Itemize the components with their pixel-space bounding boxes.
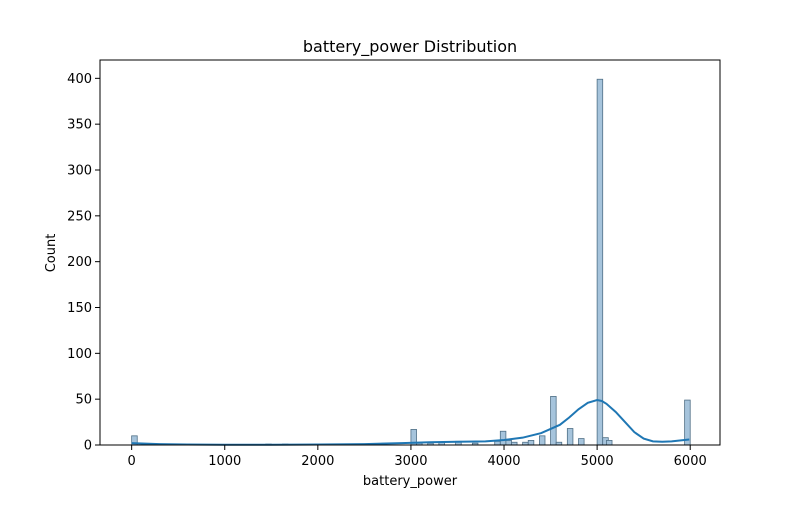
histogram-bar <box>684 399 691 446</box>
histogram-bars <box>131 78 691 446</box>
x-tick-label: 5000 <box>581 454 614 469</box>
x-tick-label: 2000 <box>301 454 334 469</box>
y-tick-label: 50 <box>75 393 92 408</box>
y-axis-label: Count <box>44 234 59 273</box>
chart-title: battery_power Distribution <box>303 37 517 57</box>
histogram-bar <box>550 396 557 446</box>
histogram-bar <box>606 440 613 446</box>
histogram-bar <box>499 430 507 446</box>
histogram-bar <box>494 440 501 446</box>
histogram-bar <box>539 435 546 446</box>
y-tick-label: 350 <box>67 118 92 133</box>
histogram-bar <box>596 78 604 446</box>
y-tick-label: 400 <box>67 72 92 87</box>
histogram-bar <box>566 428 574 446</box>
x-tick-label: 3000 <box>394 454 427 469</box>
y-tick-label: 300 <box>67 164 92 179</box>
histogram-bar <box>527 440 535 446</box>
y-tick-label: 0 <box>84 439 92 454</box>
x-tick-label: 6000 <box>674 454 707 469</box>
x-tick-label: 4000 <box>487 454 520 469</box>
y-tick-label: 200 <box>67 255 92 270</box>
histogram-bar <box>505 440 512 446</box>
x-axis-ticks: 0 1000 2000 3000 4000 5000 6000 <box>128 445 707 469</box>
y-tick-label: 250 <box>67 209 92 224</box>
plot-frame <box>99 59 721 446</box>
y-tick-label: 150 <box>67 301 92 316</box>
y-tick-label: 100 <box>67 347 92 362</box>
histogram-bar <box>578 438 585 446</box>
x-tick-label: 1000 <box>208 454 241 469</box>
x-axis-label: battery_power <box>363 474 458 489</box>
y-axis-ticks: 0 50 100 150 200 250 300 350 400 <box>67 72 100 454</box>
x-tick-label: 0 <box>128 454 136 469</box>
